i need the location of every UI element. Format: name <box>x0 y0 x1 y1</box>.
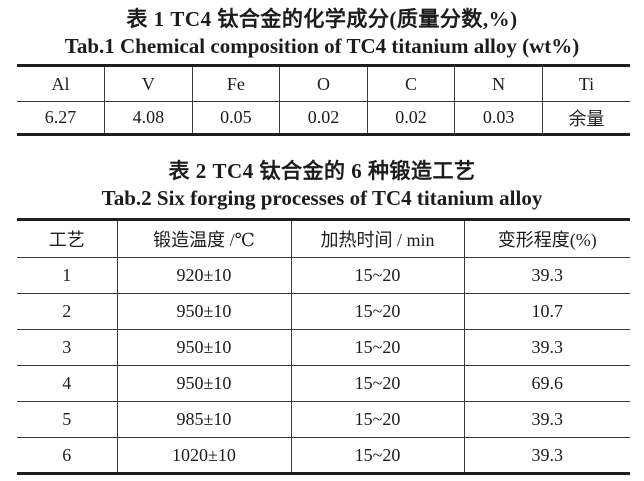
table1-value-cell: 0.02 <box>366 101 455 135</box>
table2-row: 2 950±10 15~20 10.7 <box>17 293 630 330</box>
table2-cell-process: 5 <box>62 409 72 429</box>
table2-header-cell: 锻造温度 /℃ <box>116 219 291 258</box>
table2-row: 4 950±10 15~20 69.6 <box>17 365 630 402</box>
table1-value-cell: 0.02 <box>279 101 368 135</box>
table2-cell-deformation: 10.7 <box>463 293 630 330</box>
table1-header-row: Al V Fe O C N Ti <box>17 65 630 102</box>
table2-cell-temperature: 1020±10 <box>116 437 291 474</box>
table2-cell-process: 1 <box>62 265 72 285</box>
table2-header-row: 工艺 锻造温度 /℃ 加热时间 / min 变形程度(%) <box>17 219 630 258</box>
table2-row: 6 1020±10 15~20 39.3 <box>17 437 630 474</box>
table1-chemical-composition: Al V Fe O C N Ti 6.27 4.08 0.05 0.02 0.0… <box>17 64 630 136</box>
table1-value-cell: 余量 <box>541 101 630 135</box>
table2-header-cell: 变形程度(%) <box>463 219 630 258</box>
table2-cell-heating-time: 15~20 <box>290 293 464 330</box>
table2-cell-process: 6 <box>62 444 72 465</box>
table2-cell-temperature: 950±10 <box>116 329 291 366</box>
table1-header-cell: V <box>104 65 193 102</box>
table2-cell-temperature: 950±10 <box>116 365 291 402</box>
table2-cell-deformation: 69.6 <box>463 365 630 402</box>
table2-cell-deformation: 39.3 <box>463 401 630 438</box>
table2-row: 3 950±10 15~20 39.3 <box>17 329 630 366</box>
table2-row: 5 985±10 15~20 39.3 <box>17 401 630 438</box>
table1-header-cell: O <box>279 65 368 102</box>
table2-cell-process: 2 <box>62 301 72 321</box>
table2-cell-deformation: 39.3 <box>463 329 630 366</box>
table2-caption-chinese: 表 2 TC4 钛合金的 6 种锻造工艺 <box>168 159 476 183</box>
table1-header-cell: N <box>454 65 543 102</box>
table1-caption-english: Tab.1 Chemical composition of TC4 titani… <box>64 34 580 58</box>
table2-cell-process: 4 <box>62 373 72 393</box>
table2-forging-processes: 工艺 锻造温度 /℃ 加热时间 / min 变形程度(%) 1 920±10 1… <box>17 218 630 475</box>
table1-header-cell: Ti <box>541 65 630 102</box>
table2-cell-temperature: 950±10 <box>116 293 291 330</box>
table2-cell-heating-time: 15~20 <box>290 401 464 438</box>
table1-value-row: 6.27 4.08 0.05 0.02 0.02 0.03 余量 <box>17 101 630 135</box>
table2-header-cell: 加热时间 / min <box>290 219 464 258</box>
table1-header-cell: Al <box>51 73 70 94</box>
table1-value-cell: 4.08 <box>104 101 193 135</box>
table2-cell-heating-time: 15~20 <box>290 365 464 402</box>
table2-caption-english: Tab.2 Six forging processes of TC4 titan… <box>101 186 543 210</box>
table1-header-cell: Fe <box>191 65 280 102</box>
table2-cell-process: 3 <box>62 337 72 357</box>
table1-value-cell: 0.03 <box>454 101 543 135</box>
table1-value-cell: 6.27 <box>44 107 77 127</box>
table2-cell-heating-time: 15~20 <box>290 329 464 366</box>
table1-value-cell: 0.05 <box>191 101 280 135</box>
table2-cell-deformation: 39.3 <box>463 437 630 474</box>
table2-cell-deformation: 39.3 <box>463 257 630 294</box>
table1-header-cell: C <box>366 65 455 102</box>
table2-cell-heating-time: 15~20 <box>290 437 464 474</box>
table2-cell-temperature: 920±10 <box>116 257 291 294</box>
table2-row: 1 920±10 15~20 39.3 <box>17 257 630 294</box>
table2-cell-temperature: 985±10 <box>116 401 291 438</box>
table2-cell-heating-time: 15~20 <box>290 257 464 294</box>
table2-header-cell: 工艺 <box>48 230 85 250</box>
table1-caption-chinese: 表 1 TC4 钛合金的化学成分(质量分数,%) <box>126 7 518 31</box>
